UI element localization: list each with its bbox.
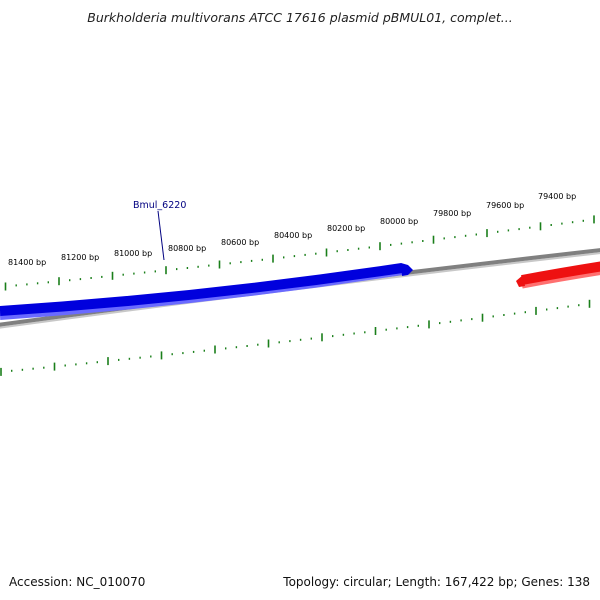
inner-ruler <box>0 299 591 376</box>
footer-accession: Accession: NC_010070 <box>9 575 145 589</box>
gene-bmul-6220-arrowhead <box>401 263 413 276</box>
outer-ruler <box>4 215 595 291</box>
gene-reverse-strand[interactable] <box>516 261 600 289</box>
ruler-label: 79800 bp <box>433 209 471 218</box>
backbone-shadow <box>0 252 600 329</box>
gene-bmul-6220-body <box>0 263 403 316</box>
gene-label-bmul-6220[interactable]: Bmul_6220 <box>133 200 186 211</box>
accession-label: Accession: <box>9 575 73 589</box>
ruler-label: 80000 bp <box>380 217 418 226</box>
ruler-label: 81000 bp <box>114 249 152 258</box>
ruler-label: 81200 bp <box>61 253 99 262</box>
ruler-label: 80400 bp <box>274 231 312 240</box>
gene-label-leader <box>157 210 165 261</box>
ruler-label: 81400 bp <box>8 258 46 267</box>
gene-reverse-arrowhead <box>516 275 525 287</box>
ruler-label: 79400 bp <box>538 192 576 201</box>
map-title: Burkholderia multivorans ATCC 17616 plas… <box>87 10 513 25</box>
ruler-label: 80200 bp <box>327 224 365 233</box>
ruler-label: 79600 bp <box>486 201 524 210</box>
gene-bmul-6220[interactable] <box>0 263 413 320</box>
accession-value: NC_010070 <box>76 575 146 589</box>
gene-reverse-body <box>521 261 600 285</box>
ruler-label: 80600 bp <box>221 238 259 247</box>
footer-summary: Topology: circular; Length: 167,422 bp; … <box>283 575 590 589</box>
ruler-labels: 81400 bp 81200 bp 81000 bp 80800 bp 80600 bp… <box>8 192 576 267</box>
ruler-label: 80800 bp <box>168 244 206 253</box>
